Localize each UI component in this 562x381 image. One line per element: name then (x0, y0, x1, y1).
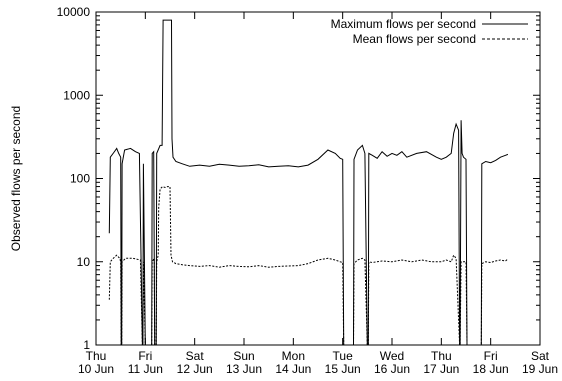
x-tick-day: Fri (138, 349, 152, 363)
y-tick-label: 100 (70, 172, 90, 186)
x-tick-day: Sat (186, 349, 205, 363)
x-tick-day: Fri (484, 349, 498, 363)
legend: Maximum flows per second Mean flows per … (331, 17, 528, 46)
y-tick-label: 10 (77, 255, 91, 269)
x-tick-date: 10 Jun (78, 362, 114, 376)
series-layer (108, 19, 509, 346)
x-tick-day: Tue (333, 349, 354, 363)
legend-label-max: Maximum flows per second (331, 17, 476, 31)
x-tick-date: 17 Jun (423, 362, 459, 376)
x-tick-day: Thu (431, 349, 452, 363)
x-tick-date: 19 Jun (522, 362, 558, 376)
x-tick-date: 11 Jun (128, 362, 163, 376)
y-tick-label: 10000 (57, 5, 91, 19)
x-tick-day: Thu (86, 349, 107, 363)
legend-label-mean: Mean flows per second (353, 32, 476, 46)
x-tick-day: Sun (233, 349, 254, 363)
x-tick-date: 18 Jun (473, 362, 509, 376)
y-tick-label: 1000 (63, 88, 90, 102)
plot-frame (95, 11, 541, 346)
y-tick-label: 1 (83, 338, 90, 352)
series-mean (108, 186, 509, 346)
x-tick-day: Sat (531, 349, 550, 363)
series-maximum (108, 19, 509, 346)
x-tick-date: 16 Jun (374, 362, 410, 376)
x-tick-day: Mon (282, 349, 305, 363)
y-axis-label: Observed flows per second (9, 106, 23, 251)
x-tick-day: Wed (380, 349, 404, 363)
series-line (108, 19, 509, 346)
x-tick-date: 13 Jun (226, 362, 262, 376)
series-line (108, 186, 509, 346)
x-tick-date: 14 Jun (275, 362, 311, 376)
x-tick-date: 12 Jun (177, 362, 213, 376)
x-tick-date: 15 Jun (325, 362, 361, 376)
